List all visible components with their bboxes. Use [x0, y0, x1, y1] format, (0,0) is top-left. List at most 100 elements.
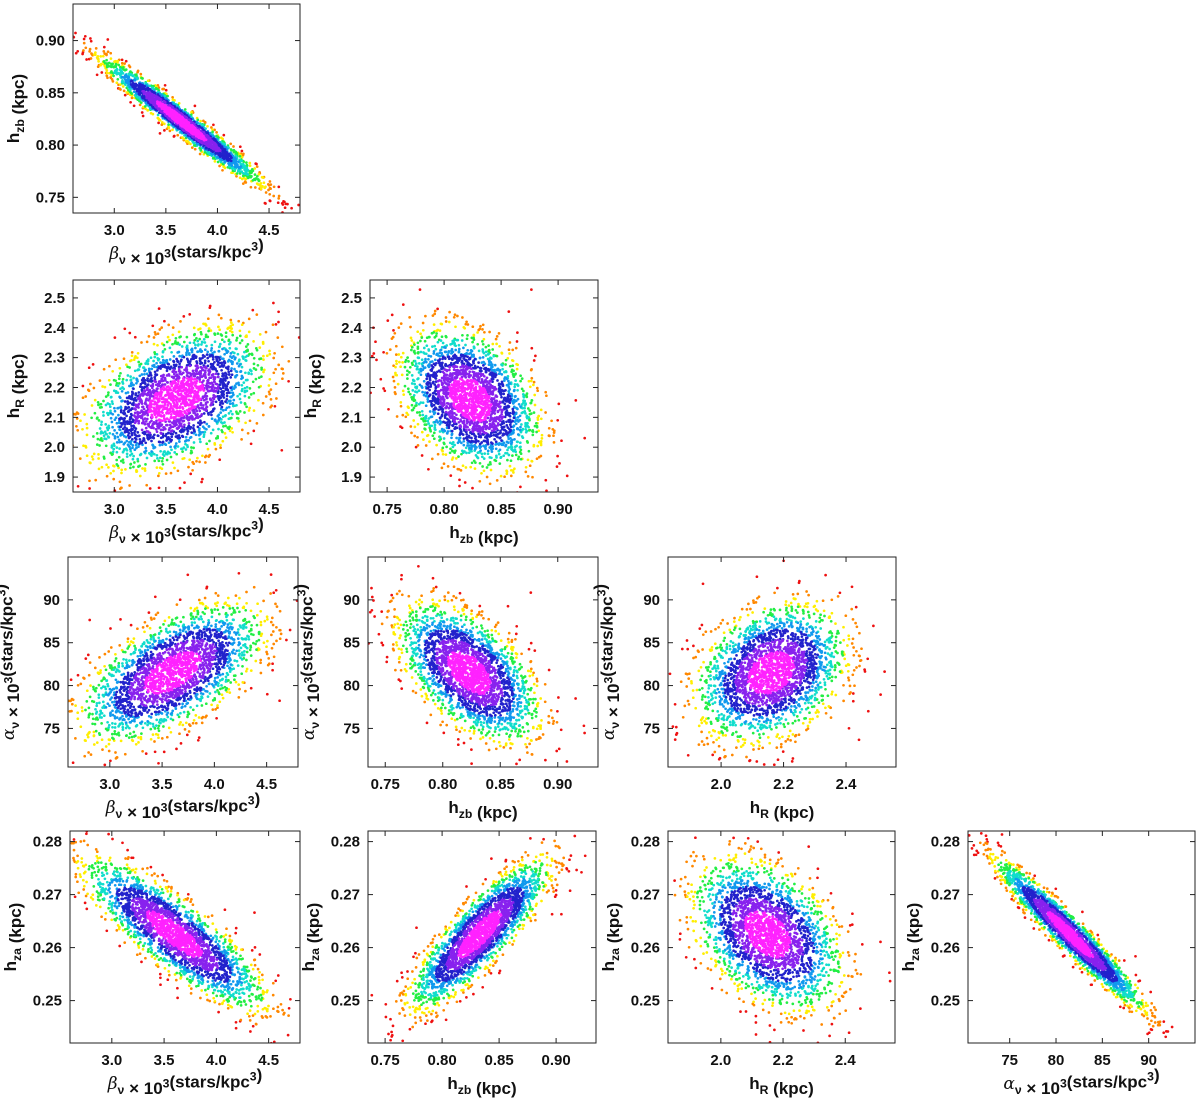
scatter-point — [269, 388, 273, 391]
scatter-point — [261, 401, 265, 405]
scatter-point — [276, 201, 280, 205]
scatter-point — [159, 414, 163, 417]
scatter-point — [170, 435, 174, 439]
scatter-point — [102, 410, 105, 414]
scatter-point — [115, 69, 118, 72]
scatter-point — [151, 112, 155, 116]
scatter-point — [142, 386, 146, 390]
scatter-point — [374, 340, 377, 344]
scatter-point — [197, 421, 200, 425]
scatter-point — [229, 360, 233, 363]
scatter-point — [260, 175, 264, 179]
scatter-point — [206, 364, 210, 368]
scatter-point — [277, 320, 280, 324]
scatter-point — [424, 314, 427, 318]
scatter-point — [137, 391, 141, 394]
scatter-point — [452, 465, 456, 469]
scatter-point — [229, 352, 233, 355]
scatter-point — [198, 337, 202, 341]
scatter-point — [185, 335, 189, 339]
scatter-point — [150, 419, 153, 423]
scatter-point — [235, 336, 239, 340]
scatter-point — [157, 121, 160, 125]
scatter-point — [210, 417, 214, 421]
scatter-point — [211, 428, 215, 432]
scatter-point — [256, 363, 260, 367]
scatter-point — [272, 301, 275, 305]
scatter-point — [204, 461, 207, 464]
scatter-point — [214, 437, 218, 440]
scatter-point — [285, 215, 288, 218]
scatter-point — [213, 386, 217, 390]
scatter-point — [183, 409, 186, 413]
scatter-point — [179, 320, 182, 323]
scatter-point — [225, 391, 229, 395]
scatter-point — [388, 348, 392, 351]
scatter-point — [488, 330, 491, 334]
scatter-point — [203, 361, 207, 365]
scatter-point — [218, 358, 222, 361]
scatter-point — [212, 375, 215, 379]
scatter-point — [213, 441, 217, 445]
scatter-point — [199, 421, 203, 425]
scatter-point — [215, 131, 218, 134]
scatter-point — [117, 438, 121, 442]
scatter-point — [202, 398, 206, 402]
scatter-point — [145, 483, 149, 487]
scatter-point — [90, 404, 94, 407]
scatter-point — [193, 374, 197, 378]
scatter-point — [152, 336, 156, 339]
scatter-point — [416, 435, 419, 439]
scatter-point — [216, 332, 220, 335]
scatter-point — [100, 71, 104, 74]
scatter-point — [231, 391, 235, 395]
scatter-point — [171, 95, 174, 99]
scatter-point — [233, 357, 237, 361]
scatter-point — [249, 185, 253, 189]
scatter-point — [79, 419, 82, 423]
scatter-point — [125, 363, 128, 367]
scatter-point — [112, 442, 116, 446]
scatter-point — [238, 145, 242, 149]
scatter-point — [113, 429, 116, 432]
scatter-point — [457, 467, 461, 471]
x-tick-label: 4.5 — [259, 501, 280, 518]
scatter-point — [229, 376, 233, 379]
scatter-point — [162, 414, 166, 417]
scatter-point — [130, 424, 133, 428]
scatter-point — [409, 425, 413, 428]
scatter-point — [105, 474, 109, 478]
scatter-point — [200, 406, 204, 410]
scatter-point — [200, 380, 204, 384]
scatter-point — [89, 382, 92, 386]
scatter-point — [138, 464, 141, 468]
scatter-point — [123, 327, 127, 331]
scatter-point — [135, 469, 138, 472]
scatter-point — [203, 341, 207, 344]
scatter-point — [144, 426, 148, 430]
scatter-point — [140, 378, 144, 382]
scatter-point — [205, 405, 208, 409]
scatter-point — [133, 429, 137, 433]
scatter-point — [136, 96, 140, 99]
scatter-point — [104, 437, 108, 441]
scatter-point — [187, 361, 190, 364]
scatter-point — [178, 436, 182, 440]
scatter-point — [133, 369, 137, 373]
scatter-point — [157, 474, 160, 478]
scatter-point — [140, 111, 144, 114]
scatter-point — [180, 416, 183, 420]
scatter-point — [559, 497, 562, 500]
scatter-point — [268, 180, 272, 183]
scatter-point — [196, 404, 200, 407]
scatter-point — [160, 443, 164, 447]
scatter-point — [143, 369, 147, 373]
scatter-point — [179, 359, 183, 363]
scatter-point — [410, 431, 413, 435]
scatter-point — [156, 387, 159, 390]
y-tick-label: 2.5 — [44, 290, 65, 307]
scatter-point — [129, 447, 132, 451]
scatter-point — [118, 447, 121, 450]
scatter-point — [205, 366, 208, 370]
scatter-point — [129, 100, 132, 104]
